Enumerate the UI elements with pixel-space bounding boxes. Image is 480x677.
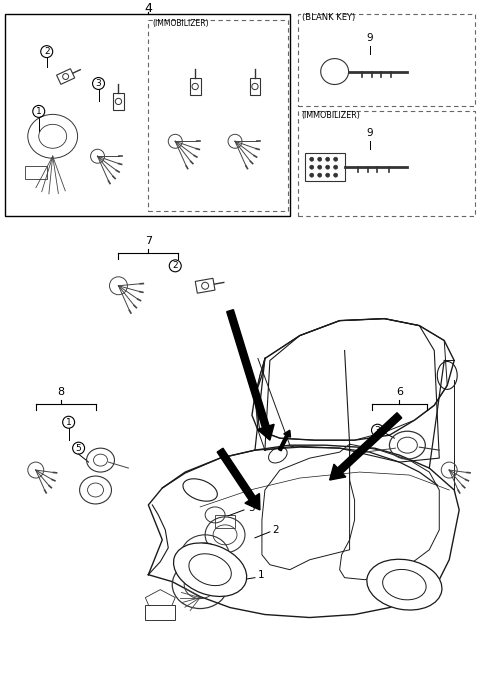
Text: 1: 1 <box>66 418 72 427</box>
Text: 7: 7 <box>145 236 152 246</box>
Ellipse shape <box>367 559 442 610</box>
Bar <box>298 14 475 106</box>
Ellipse shape <box>326 165 330 169</box>
Text: 1: 1 <box>258 569 264 580</box>
Text: 5: 5 <box>76 443 82 453</box>
Ellipse shape <box>334 157 337 161</box>
Text: 3: 3 <box>374 426 380 435</box>
Ellipse shape <box>318 165 322 169</box>
Ellipse shape <box>326 157 330 161</box>
Ellipse shape <box>310 165 314 169</box>
Bar <box>25 166 47 179</box>
Bar <box>305 153 345 181</box>
Bar <box>5 14 290 216</box>
Bar <box>145 605 175 619</box>
Text: (BLANK KEY): (BLANK KEY) <box>302 14 355 22</box>
Text: 2: 2 <box>172 261 178 270</box>
Text: 6: 6 <box>396 387 403 397</box>
Text: 1: 1 <box>36 107 42 116</box>
Polygon shape <box>278 430 290 451</box>
Text: 9: 9 <box>366 129 373 138</box>
Bar <box>148 20 288 211</box>
Text: 4: 4 <box>144 2 152 16</box>
Polygon shape <box>217 448 260 510</box>
Text: 3: 3 <box>96 79 101 88</box>
Ellipse shape <box>334 173 337 177</box>
Ellipse shape <box>310 173 314 177</box>
Text: 8: 8 <box>57 387 64 397</box>
Ellipse shape <box>334 165 337 169</box>
Ellipse shape <box>310 157 314 161</box>
Ellipse shape <box>174 543 247 596</box>
Text: (IMMOBILIZER): (IMMOBILIZER) <box>302 111 360 120</box>
Text: 2: 2 <box>272 525 278 535</box>
Text: 9: 9 <box>366 32 373 43</box>
Text: 3: 3 <box>248 503 254 513</box>
Text: (IMMOBILIZER): (IMMOBILIZER) <box>152 19 209 28</box>
Bar <box>215 515 235 528</box>
Ellipse shape <box>318 157 322 161</box>
Ellipse shape <box>318 173 322 177</box>
Bar <box>298 112 475 216</box>
Polygon shape <box>227 309 274 440</box>
Ellipse shape <box>326 173 330 177</box>
Polygon shape <box>330 413 402 480</box>
Text: 2: 2 <box>44 47 49 56</box>
